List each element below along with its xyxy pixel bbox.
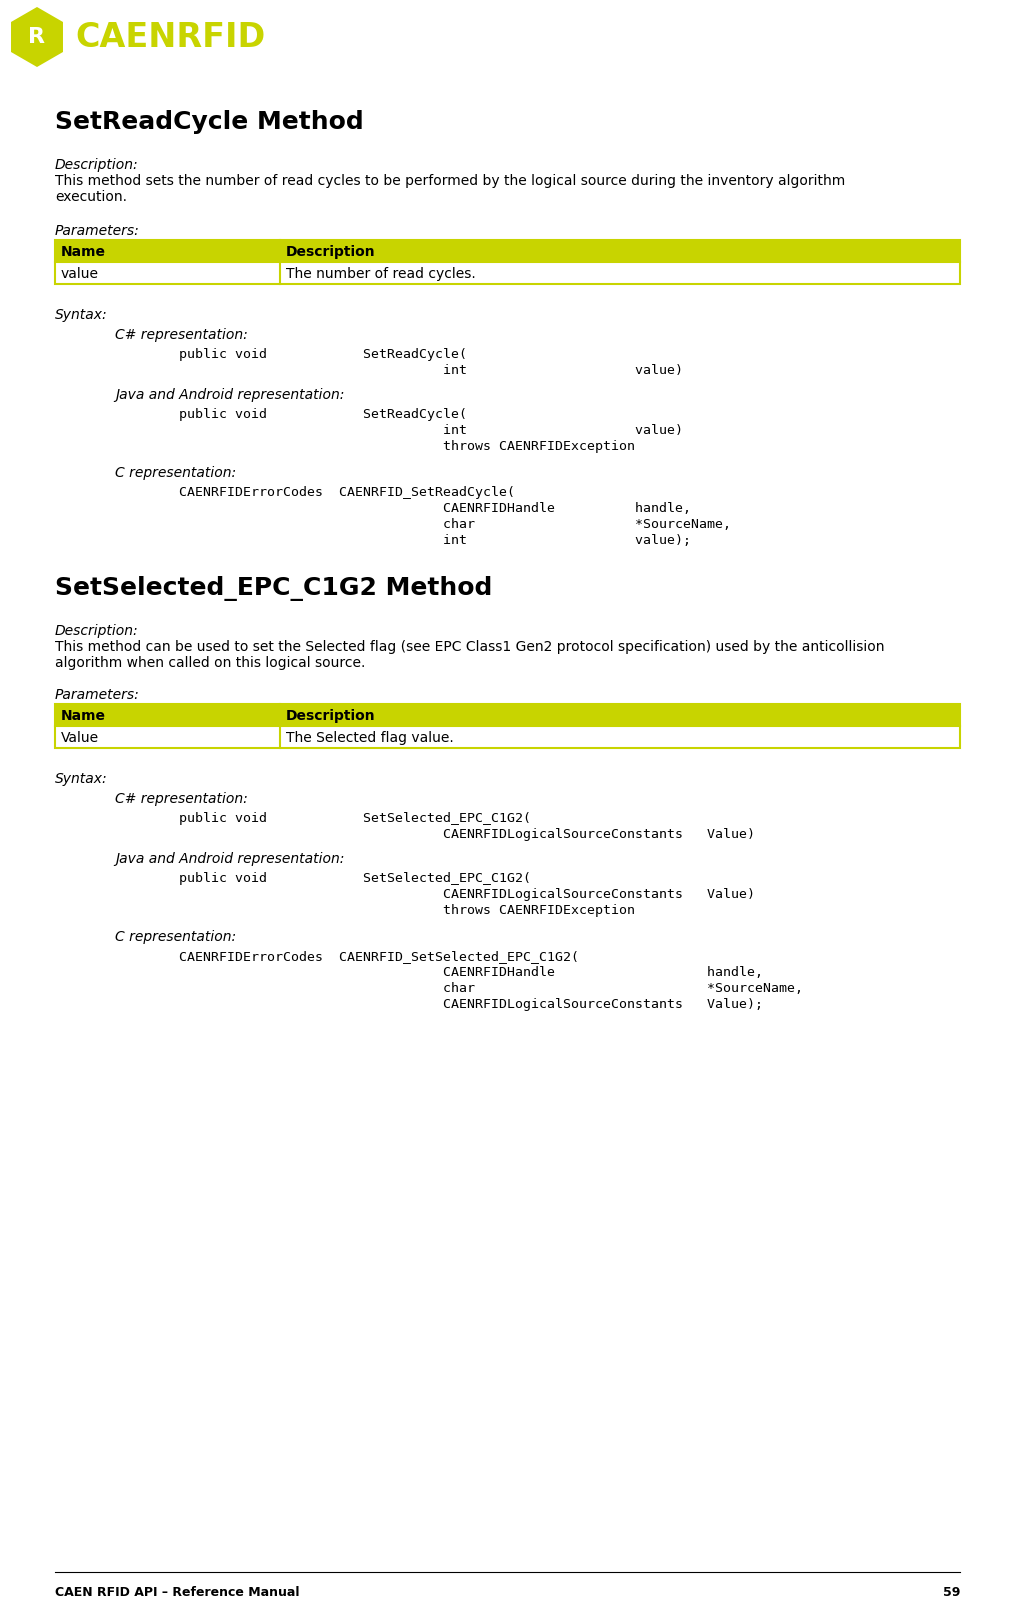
Text: throws CAENRFIDException: throws CAENRFIDException	[155, 440, 635, 453]
Text: Java and Android representation:: Java and Android representation:	[115, 852, 344, 866]
Text: Java and Android representation:: Java and Android representation:	[115, 387, 344, 402]
Bar	[55, 704, 960, 725]
Text: CAENRFID: CAENRFID	[75, 21, 265, 53]
Text: Description:: Description:	[55, 624, 139, 639]
Text: The number of read cycles.: The number of read cycles.	[286, 267, 476, 282]
Text: CAENRFIDLogicalSourceConstants   Value);: CAENRFIDLogicalSourceConstants Value);	[155, 997, 763, 1010]
Text: CAENRFIDErrorCodes  CAENRFID_SetReadCycle(: CAENRFIDErrorCodes CAENRFID_SetReadCycle…	[155, 487, 515, 500]
Text: SetReadCycle Method: SetReadCycle Method	[55, 110, 363, 134]
Text: value: value	[61, 267, 99, 282]
Text: int                     value): int value)	[155, 424, 683, 437]
Text: throws CAENRFIDException: throws CAENRFIDException	[155, 905, 635, 917]
Text: int                     value): int value)	[155, 363, 683, 376]
Text: CAENRFIDErrorCodes  CAENRFID_SetSelected_EPC_C1G2(: CAENRFIDErrorCodes CAENRFID_SetSelected_…	[155, 949, 579, 962]
Text: Syntax:: Syntax:	[55, 307, 108, 322]
Text: C representation:: C representation:	[115, 930, 236, 945]
Text: algorithm when called on this logical source.: algorithm when called on this logical so…	[55, 656, 365, 669]
Text: CAENRFIDLogicalSourceConstants   Value): CAENRFIDLogicalSourceConstants Value)	[155, 828, 755, 841]
Text: public void            SetSelected_EPC_C1G2(: public void SetSelected_EPC_C1G2(	[155, 873, 531, 885]
Text: public void            SetReadCycle(: public void SetReadCycle(	[155, 408, 467, 421]
Text: execution.: execution.	[55, 191, 127, 203]
Text: CAENRFIDHandle          handle,: CAENRFIDHandle handle,	[155, 503, 691, 516]
Polygon shape	[11, 6, 63, 67]
Text: R: R	[28, 27, 46, 46]
Text: SetSelected_EPC_C1G2 Method: SetSelected_EPC_C1G2 Method	[55, 576, 492, 600]
Bar	[55, 725, 960, 748]
Text: char                             *SourceName,: char *SourceName,	[155, 981, 803, 994]
Text: CAEN RFID API – Reference Manual: CAEN RFID API – Reference Manual	[55, 1587, 299, 1599]
Bar	[55, 240, 960, 263]
Text: public void            SetReadCycle(: public void SetReadCycle(	[155, 347, 467, 360]
Text: int                     value);: int value);	[155, 535, 691, 548]
Text: Name: Name	[61, 245, 106, 259]
Text: Parameters:: Parameters:	[55, 224, 140, 239]
Text: 59: 59	[943, 1587, 960, 1599]
Bar	[55, 263, 960, 283]
Text: Description: Description	[286, 709, 376, 724]
Text: CAENRFIDHandle                   handle,: CAENRFIDHandle handle,	[155, 965, 763, 978]
Text: C# representation:: C# representation:	[115, 328, 248, 343]
Text: Description:: Description:	[55, 158, 139, 171]
Text: char                    *SourceName,: char *SourceName,	[155, 519, 731, 532]
Text: Name: Name	[61, 709, 106, 724]
Text: Description: Description	[286, 245, 376, 259]
Text: This method can be used to set the Selected flag (see EPC Class1 Gen2 protocol s: This method can be used to set the Selec…	[55, 640, 884, 653]
Text: C# representation:: C# representation:	[115, 792, 248, 805]
Text: CAENRFIDLogicalSourceConstants   Value): CAENRFIDLogicalSourceConstants Value)	[155, 889, 755, 901]
Text: Syntax:: Syntax:	[55, 772, 108, 786]
Text: This method sets the number of read cycles to be performed by the logical source: This method sets the number of read cycl…	[55, 175, 845, 187]
Text: C representation:: C representation:	[115, 466, 236, 480]
Text: public void            SetSelected_EPC_C1G2(: public void SetSelected_EPC_C1G2(	[155, 812, 531, 825]
Text: The Selected flag value.: The Selected flag value.	[286, 732, 454, 744]
Text: Value: Value	[61, 732, 99, 744]
Text: Parameters:: Parameters:	[55, 688, 140, 701]
